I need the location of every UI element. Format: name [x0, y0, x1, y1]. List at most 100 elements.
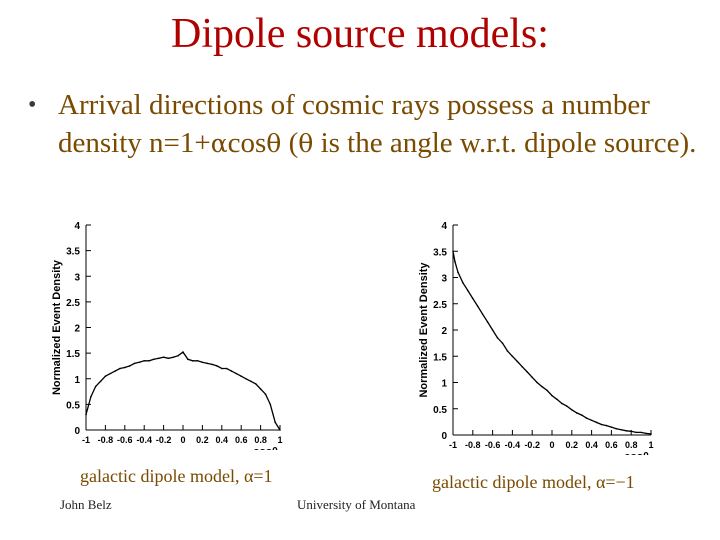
data-point	[491, 329, 494, 331]
data-point	[615, 427, 618, 430]
bullet-icon: •	[28, 92, 37, 118]
data-point	[566, 405, 568, 407]
y-tick-label: 2.5	[433, 300, 447, 311]
bullet-point: • Arrival directions of cosmic rays poss…	[28, 86, 700, 163]
data-point	[625, 430, 628, 432]
x-tick-label: 0.2	[566, 440, 579, 450]
y-tick-label: 3.5	[66, 247, 80, 258]
data-point	[133, 362, 136, 365]
alpha-symbol: α	[210, 129, 228, 158]
y-tick-label: 3.5	[433, 247, 447, 258]
data-point	[556, 398, 558, 401]
x-tick-label: -0.6	[485, 440, 501, 450]
data-point	[496, 337, 499, 339]
data-point	[206, 362, 209, 365]
data-point	[119, 367, 121, 370]
data-point	[595, 421, 598, 424]
data-point	[481, 313, 484, 316]
data-point	[590, 419, 593, 422]
data-series-line	[85, 351, 281, 431]
x-tick-label: -0.8	[465, 440, 481, 450]
data-point	[177, 354, 179, 357]
x-axis-label: cosθ	[624, 451, 649, 455]
x-tick-label: 0.4	[585, 440, 598, 450]
data-point	[462, 281, 464, 284]
data-point	[211, 363, 213, 366]
data-point	[99, 380, 102, 383]
data-point	[506, 350, 509, 352]
chart-alpha-minus-one: 0 0.5 1 1.5 2 2.5 3 3.5 4 -1 -0.8 -0.6 -0.4 -0.2 0 0.2 0…	[418, 221, 654, 455]
x-tick-label: 0.8	[625, 440, 638, 450]
data-point	[467, 289, 469, 292]
x-tick-label: 1	[648, 440, 653, 450]
x-tick-label: 0	[180, 435, 185, 445]
x-tick-label: -1	[82, 435, 90, 445]
x-tick-label: 0.8	[254, 435, 267, 445]
data-point	[196, 360, 199, 362]
data-point	[650, 433, 652, 435]
y-tick-label: 0.5	[66, 400, 80, 411]
data-point	[182, 351, 184, 353]
data-point	[143, 360, 145, 362]
data-point	[240, 375, 242, 377]
y-tick-label: 2	[441, 326, 447, 337]
data-point	[546, 389, 548, 392]
data-point	[153, 358, 155, 361]
y-tick-label: 0.5	[433, 405, 447, 416]
data-point	[216, 365, 218, 367]
data-point	[250, 380, 252, 383]
data-point	[454, 260, 456, 263]
data-point	[167, 357, 170, 360]
theta-symbol-2: θ	[298, 129, 314, 158]
data-point	[571, 409, 573, 411]
y-tick-label: 0	[441, 431, 447, 442]
data-point	[225, 367, 228, 370]
bullet-text: Arrival directions of cosmic rays posses…	[58, 86, 700, 163]
y-tick-label: 1.5	[66, 349, 80, 360]
data-point	[254, 383, 257, 385]
footer-institution: University of Montana	[297, 497, 416, 512]
data-point	[85, 413, 87, 416]
data-point	[148, 360, 150, 362]
data-point	[157, 357, 160, 360]
data-point	[128, 365, 131, 367]
x-tick-label: 0.2	[196, 435, 209, 445]
data-point	[264, 393, 267, 395]
data-point	[511, 355, 514, 358]
data-point	[187, 358, 189, 361]
bullet-text-part2: cos	[227, 127, 267, 159]
data-point	[476, 305, 479, 308]
x-tick-label: 0	[549, 440, 554, 450]
data-point	[585, 417, 588, 419]
data-point	[457, 271, 459, 274]
data-point	[104, 375, 107, 377]
data-point	[274, 421, 276, 424]
data-point	[221, 367, 223, 370]
data-point	[516, 360, 519, 363]
data-point	[235, 372, 238, 375]
data-point	[109, 372, 112, 375]
data-point	[124, 366, 126, 369]
slide-title: Dipole source models:	[171, 11, 549, 57]
x-tick-label: -0.4	[505, 440, 521, 450]
x-axis-label: cosθ	[253, 446, 278, 450]
data-point	[640, 431, 642, 434]
y-tick-label: 1	[74, 375, 80, 386]
x-tick-label: -0.6	[117, 435, 133, 445]
data-point	[526, 371, 529, 373]
x-tick-label: -0.2	[156, 435, 172, 445]
chart-alpha-plus-one: 0 0.5 1 1.5 2 2.5 3 3.5 4 -1 -0.8 -0.6 -0.4 -0.2 0 0.2 0…	[51, 221, 283, 450]
data-point	[635, 431, 637, 434]
data-point	[138, 361, 141, 364]
data-point	[630, 430, 632, 433]
y-tick-label: 4	[441, 221, 447, 232]
caption-right: galactic dipole model, α=−1	[432, 472, 635, 492]
data-point	[561, 402, 563, 405]
data-point	[541, 385, 543, 388]
data-point	[620, 428, 623, 431]
x-tick-label: 0.6	[605, 440, 618, 450]
y-axis-label: Normalized Event Density	[418, 262, 430, 398]
x-tick-label: -1	[449, 440, 457, 450]
data-point	[610, 426, 613, 428]
data-point	[201, 361, 204, 364]
